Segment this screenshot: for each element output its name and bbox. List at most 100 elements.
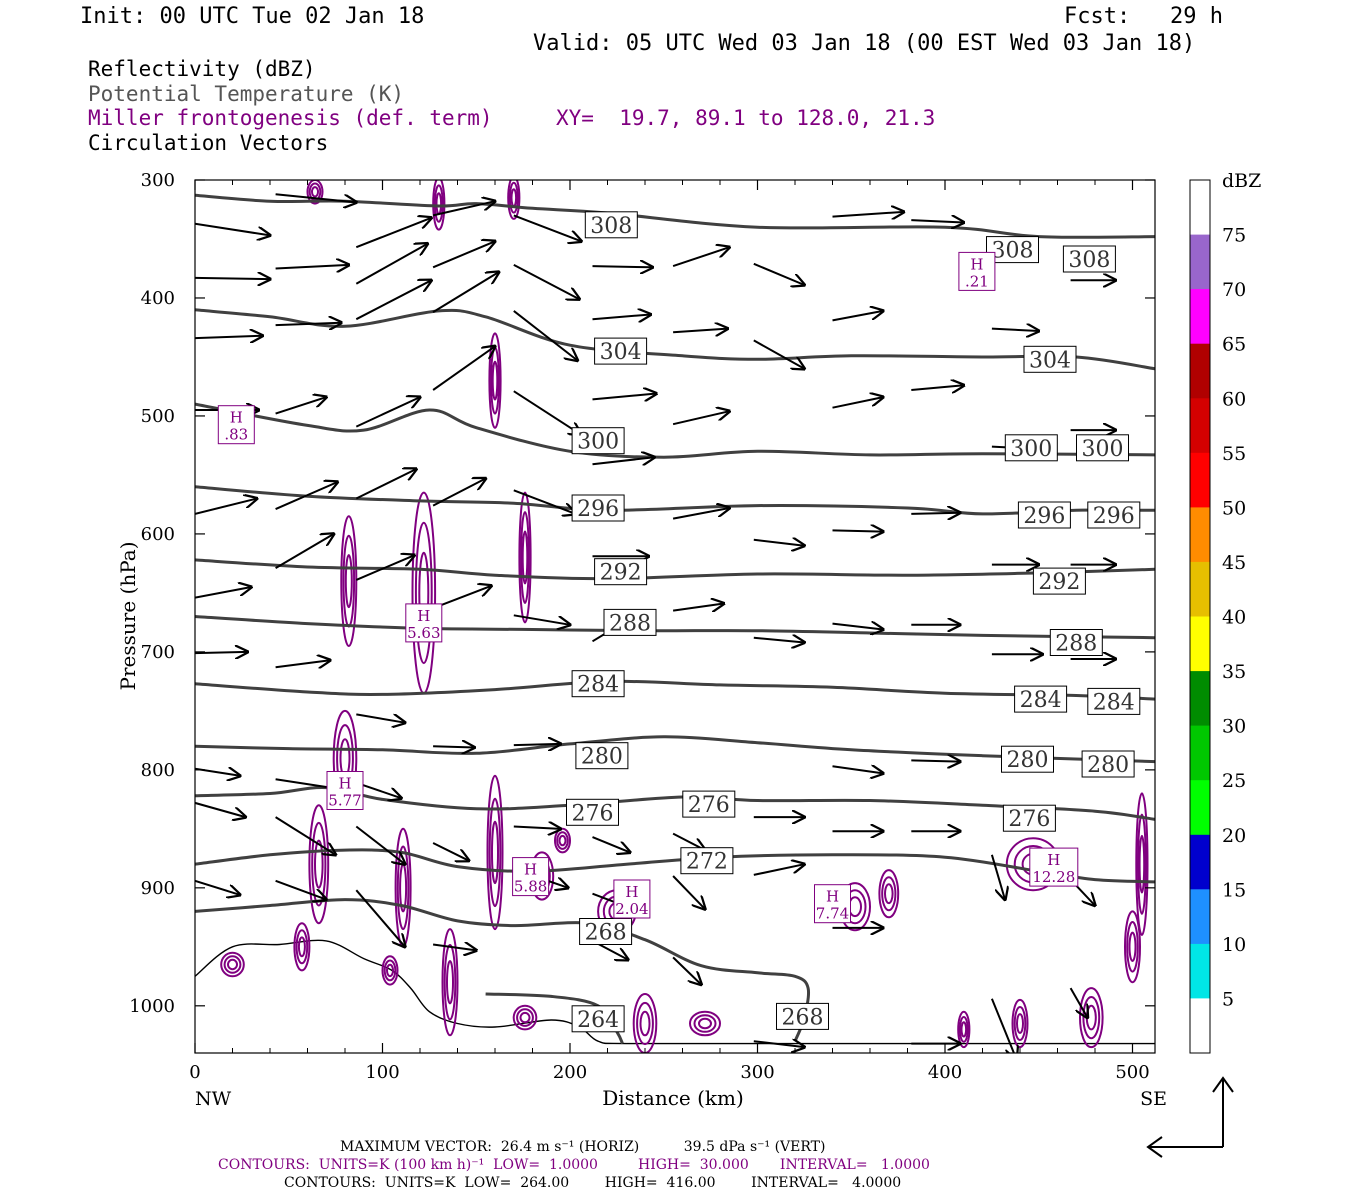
vector-70 <box>753 864 805 876</box>
fronto-max-value-0: .83 <box>224 426 248 444</box>
vector-84 <box>911 760 960 761</box>
fronto-max-value-3: 5.77 <box>328 792 361 810</box>
fronto-contour-7-0 <box>306 180 324 205</box>
theta-label-308-0: 308 <box>590 214 632 239</box>
x-tick-label-400: 400 <box>928 1062 962 1083</box>
vector-44 <box>513 614 570 625</box>
theta-label-276-1: 276 <box>688 793 730 818</box>
vector-40 <box>513 264 580 299</box>
theta-label-280-2: 280 <box>1087 753 1129 778</box>
y-tick-label-1000: 1000 <box>129 996 175 1017</box>
vector-42 <box>513 390 582 435</box>
vector-58 <box>673 329 727 333</box>
fronto-contour-5-2 <box>521 530 529 585</box>
vector-80 <box>911 220 964 222</box>
colorbar-tick-15: 15 <box>1222 879 1246 901</box>
vector-24 <box>355 469 416 500</box>
fronto-max-h-3: H <box>338 775 351 793</box>
theta-label-292-0: 292 <box>600 561 642 586</box>
fronto-max-h-4: H <box>524 861 537 879</box>
colorbar-swatch-4 <box>1190 398 1210 454</box>
fronto-max-h-2: H <box>417 607 430 625</box>
colorbar-swatch-1 <box>1190 234 1210 290</box>
vector-45 <box>513 744 561 745</box>
theta-contour-284 <box>195 679 1155 701</box>
fronto-max-box-1 <box>958 251 996 291</box>
fronto-contour-6-1 <box>433 184 444 223</box>
theta-label-box-296-1 <box>1017 501 1071 529</box>
plot-frame <box>194 179 1156 1054</box>
fronto-contour-14-1 <box>636 1001 654 1046</box>
theta-label-272-0: 272 <box>686 850 728 875</box>
vector-49 <box>592 315 651 320</box>
theta-label-box-288-0 <box>603 608 657 636</box>
theta-label-264-0: 264 <box>577 1008 619 1033</box>
fronto-contour-23-1 <box>958 1016 969 1043</box>
fronto-max-box-7 <box>1029 847 1079 887</box>
fronto-contour-17-2 <box>884 883 894 905</box>
vector-19 <box>275 879 327 900</box>
fronto-max-h-6: H <box>826 888 839 906</box>
colorbar-tick-65: 65 <box>1222 334 1246 356</box>
y-tick-label-900: 900 <box>141 878 175 899</box>
fronto-contour-26-0 <box>381 955 399 986</box>
x-tick-label-300: 300 <box>740 1062 774 1083</box>
y-tick-label-800: 800 <box>141 760 175 781</box>
fronto-contour-24-1 <box>223 955 242 974</box>
fronto-contour-6-0 <box>432 180 446 231</box>
vector-54 <box>592 836 631 852</box>
vector-28 <box>355 825 405 865</box>
theta-contour-268 <box>195 898 811 1042</box>
vector-43 <box>513 489 576 514</box>
vector-20 <box>355 218 431 249</box>
colorbar-swatch-0 <box>1190 180 1210 236</box>
footer-max-vector: MAXIMUM VECTOR: 26.4 m s⁻¹ (HORIZ) 39.5 … <box>340 1139 826 1155</box>
axes: 0 100 200 300 400 500 300 400 500 600 700 800 900 100… <box>129 170 1155 1083</box>
vector-82 <box>911 513 960 514</box>
colorbar-frame <box>1189 179 1211 1054</box>
theta-label-308-2: 308 <box>1068 248 1110 273</box>
vector-51 <box>592 457 655 464</box>
vector-32 <box>432 272 499 313</box>
legend-theta: Potential Temperature (K) <box>88 82 405 106</box>
theta-label-296-1: 296 <box>1023 504 1065 529</box>
vector-15 <box>275 534 334 569</box>
vector-87 <box>991 329 1039 331</box>
theta-label-box-276-0 <box>566 798 619 826</box>
vector-29 <box>355 889 405 947</box>
vector-13 <box>275 397 327 415</box>
vector-68 <box>753 638 805 643</box>
theta-label-box-272-0 <box>680 847 734 875</box>
fronto-contour-11-1 <box>396 845 410 931</box>
colorbar-tick-25: 25 <box>1222 770 1246 792</box>
theta-contour-300 <box>195 402 1155 459</box>
vector-72 <box>832 212 904 217</box>
colorbar: 5 10 15 20 25 30 35 40 45 50 55 60 65 70 75 dBZ <box>1189 170 1261 1054</box>
theta-label-box-304-0 <box>594 337 648 365</box>
x-tick-label-500: 500 <box>1115 1062 1149 1083</box>
colorbar-tick-50: 50 <box>1222 497 1246 519</box>
frontogenesis-contours <box>220 180 1149 1053</box>
fronto-contour-22-1 <box>1013 1006 1027 1041</box>
fronto-max-value-6: 7.74 <box>816 905 849 923</box>
fronto-contour-17-1 <box>881 876 897 912</box>
vector-21 <box>355 244 427 285</box>
fronto-contour-13-1 <box>516 1008 534 1027</box>
fronto-contour-7-2 <box>311 186 319 198</box>
fronto-contour-3-1 <box>311 821 327 907</box>
forecast-hour: Fcst: 29 h <box>1064 4 1223 29</box>
colorbar-swatch-9 <box>1190 671 1210 727</box>
vector-34 <box>432 479 486 507</box>
colorbar-swatch-15 <box>1190 998 1210 1054</box>
vector-11 <box>275 265 349 269</box>
vector-16 <box>275 660 330 667</box>
vector-61 <box>672 604 724 611</box>
vector-33 <box>432 346 495 391</box>
vector-66 <box>753 339 805 368</box>
colorbar-tick-40: 40 <box>1222 607 1246 629</box>
fronto-contour-26-1 <box>383 959 397 982</box>
vector-8 <box>195 801 246 817</box>
y-tick-label-400: 400 <box>141 288 175 309</box>
fronto-contour-0-2 <box>344 554 353 609</box>
fronto-contour-12-0 <box>441 928 459 1037</box>
